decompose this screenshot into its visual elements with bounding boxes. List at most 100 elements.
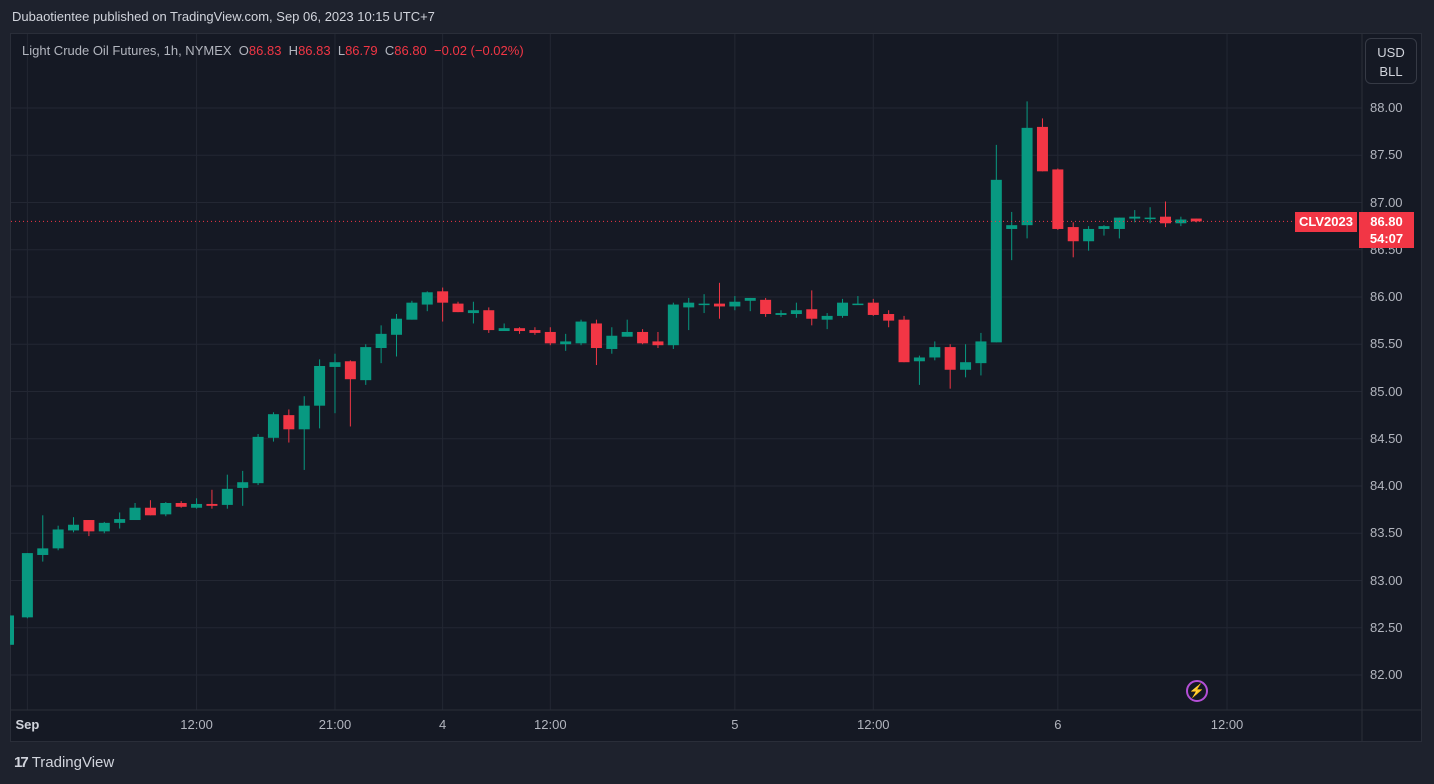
symbol-price-tag: CLV2023 [1295, 212, 1357, 232]
candle-body [175, 503, 187, 507]
legend-open: 86.83 [248, 43, 282, 58]
footer-brand[interactable]: 17 TradingView [14, 754, 114, 771]
candle [1083, 226, 1095, 251]
candle [960, 344, 972, 378]
candle [883, 310, 895, 328]
candle [590, 319, 602, 366]
candle [237, 470, 249, 506]
candle-body [144, 507, 156, 516]
candle-body [1160, 216, 1171, 224]
candle [329, 353, 341, 414]
candle-body [37, 548, 49, 555]
time-tick-label: 6 [1054, 717, 1062, 732]
candle-body [990, 179, 1002, 343]
candle-body [837, 302, 849, 316]
candle-body [237, 482, 249, 488]
ohlc-legend: Light Crude Oil Futures, 1h, NYMEX O86.8… [22, 43, 524, 58]
candle [252, 434, 264, 486]
candle [852, 296, 864, 306]
candle-body [83, 520, 95, 532]
candle [391, 314, 402, 357]
candle [652, 331, 664, 349]
price-tick-label: 87.00 [1370, 194, 1403, 210]
candle [944, 344, 956, 389]
price-tick-label: 85.00 [1370, 383, 1403, 399]
candle [37, 515, 49, 562]
time-tick-label: 12:00 [1210, 717, 1244, 732]
candle [114, 512, 126, 529]
candle-body [160, 503, 172, 515]
candle-body [1113, 217, 1125, 229]
price-tick-label: 82.50 [1370, 619, 1403, 635]
candle [744, 297, 756, 312]
candle-body [391, 318, 402, 335]
candle-body [329, 362, 341, 367]
candle [68, 517, 80, 533]
candle [1021, 101, 1033, 239]
bar-countdown: 54:07 [1369, 231, 1404, 246]
candle [1160, 201, 1171, 228]
time-tick-label: 4 [439, 717, 447, 732]
price-tick-label: 83.50 [1370, 525, 1403, 541]
candle-body [314, 365, 326, 406]
legend-symbol: Light Crude Oil Futures, 1h, NYMEX [22, 43, 232, 58]
legend-close: 86.80 [394, 43, 427, 58]
candle [1067, 222, 1079, 258]
candle-body [1067, 227, 1079, 242]
candle [1098, 225, 1110, 236]
candle-body [191, 503, 203, 508]
candle-body [852, 303, 864, 306]
candle-body [1083, 228, 1095, 242]
candle [806, 290, 818, 326]
candle [144, 500, 156, 516]
candle-body [221, 488, 233, 505]
candle [344, 360, 356, 427]
lightning-bolt-icon[interactable]: ⚡ [1186, 680, 1208, 702]
candle-body [129, 507, 141, 521]
candle [913, 355, 925, 385]
candle-body [1144, 217, 1156, 220]
last-price-label: 86.80 54:07 [1359, 212, 1414, 248]
candle [360, 344, 372, 385]
candle-body [760, 299, 772, 315]
candle [1144, 207, 1156, 224]
candle [206, 489, 218, 509]
candle [175, 501, 187, 508]
candle-body [437, 291, 449, 303]
candle [1129, 210, 1141, 223]
candle [267, 412, 279, 442]
chart-pane[interactable] [10, 33, 1422, 742]
candle [298, 396, 310, 470]
candle-body [652, 341, 664, 346]
publisher-caption: Dubaotientee published on TradingView.co… [12, 9, 435, 24]
candle-body [683, 302, 695, 308]
candle [529, 327, 541, 335]
candle-body [267, 414, 279, 438]
candle-body [806, 309, 818, 319]
candle [606, 327, 618, 354]
candle-body [1021, 127, 1033, 226]
candle [898, 315, 910, 363]
candle [83, 520, 95, 537]
candle-body [10, 615, 14, 645]
currency-unit-button[interactable]: USD BLL [1365, 38, 1417, 84]
candle [498, 323, 510, 332]
candle [1113, 217, 1125, 239]
candle-body [298, 405, 310, 430]
candle-body [421, 292, 433, 305]
candle [160, 502, 172, 517]
candle-body [913, 357, 925, 362]
candle [483, 307, 495, 333]
price-tick-label: 82.00 [1370, 667, 1403, 682]
candle-body [344, 361, 356, 380]
candle [790, 302, 802, 318]
candle [221, 474, 233, 509]
candle [867, 298, 879, 316]
candle [375, 325, 387, 364]
price-tick-label: 85.50 [1370, 336, 1403, 352]
candle-body [283, 415, 295, 430]
time-tick-label: Sep [15, 717, 40, 732]
time-tick-label: 5 [731, 717, 739, 732]
candle-body [1052, 169, 1064, 229]
